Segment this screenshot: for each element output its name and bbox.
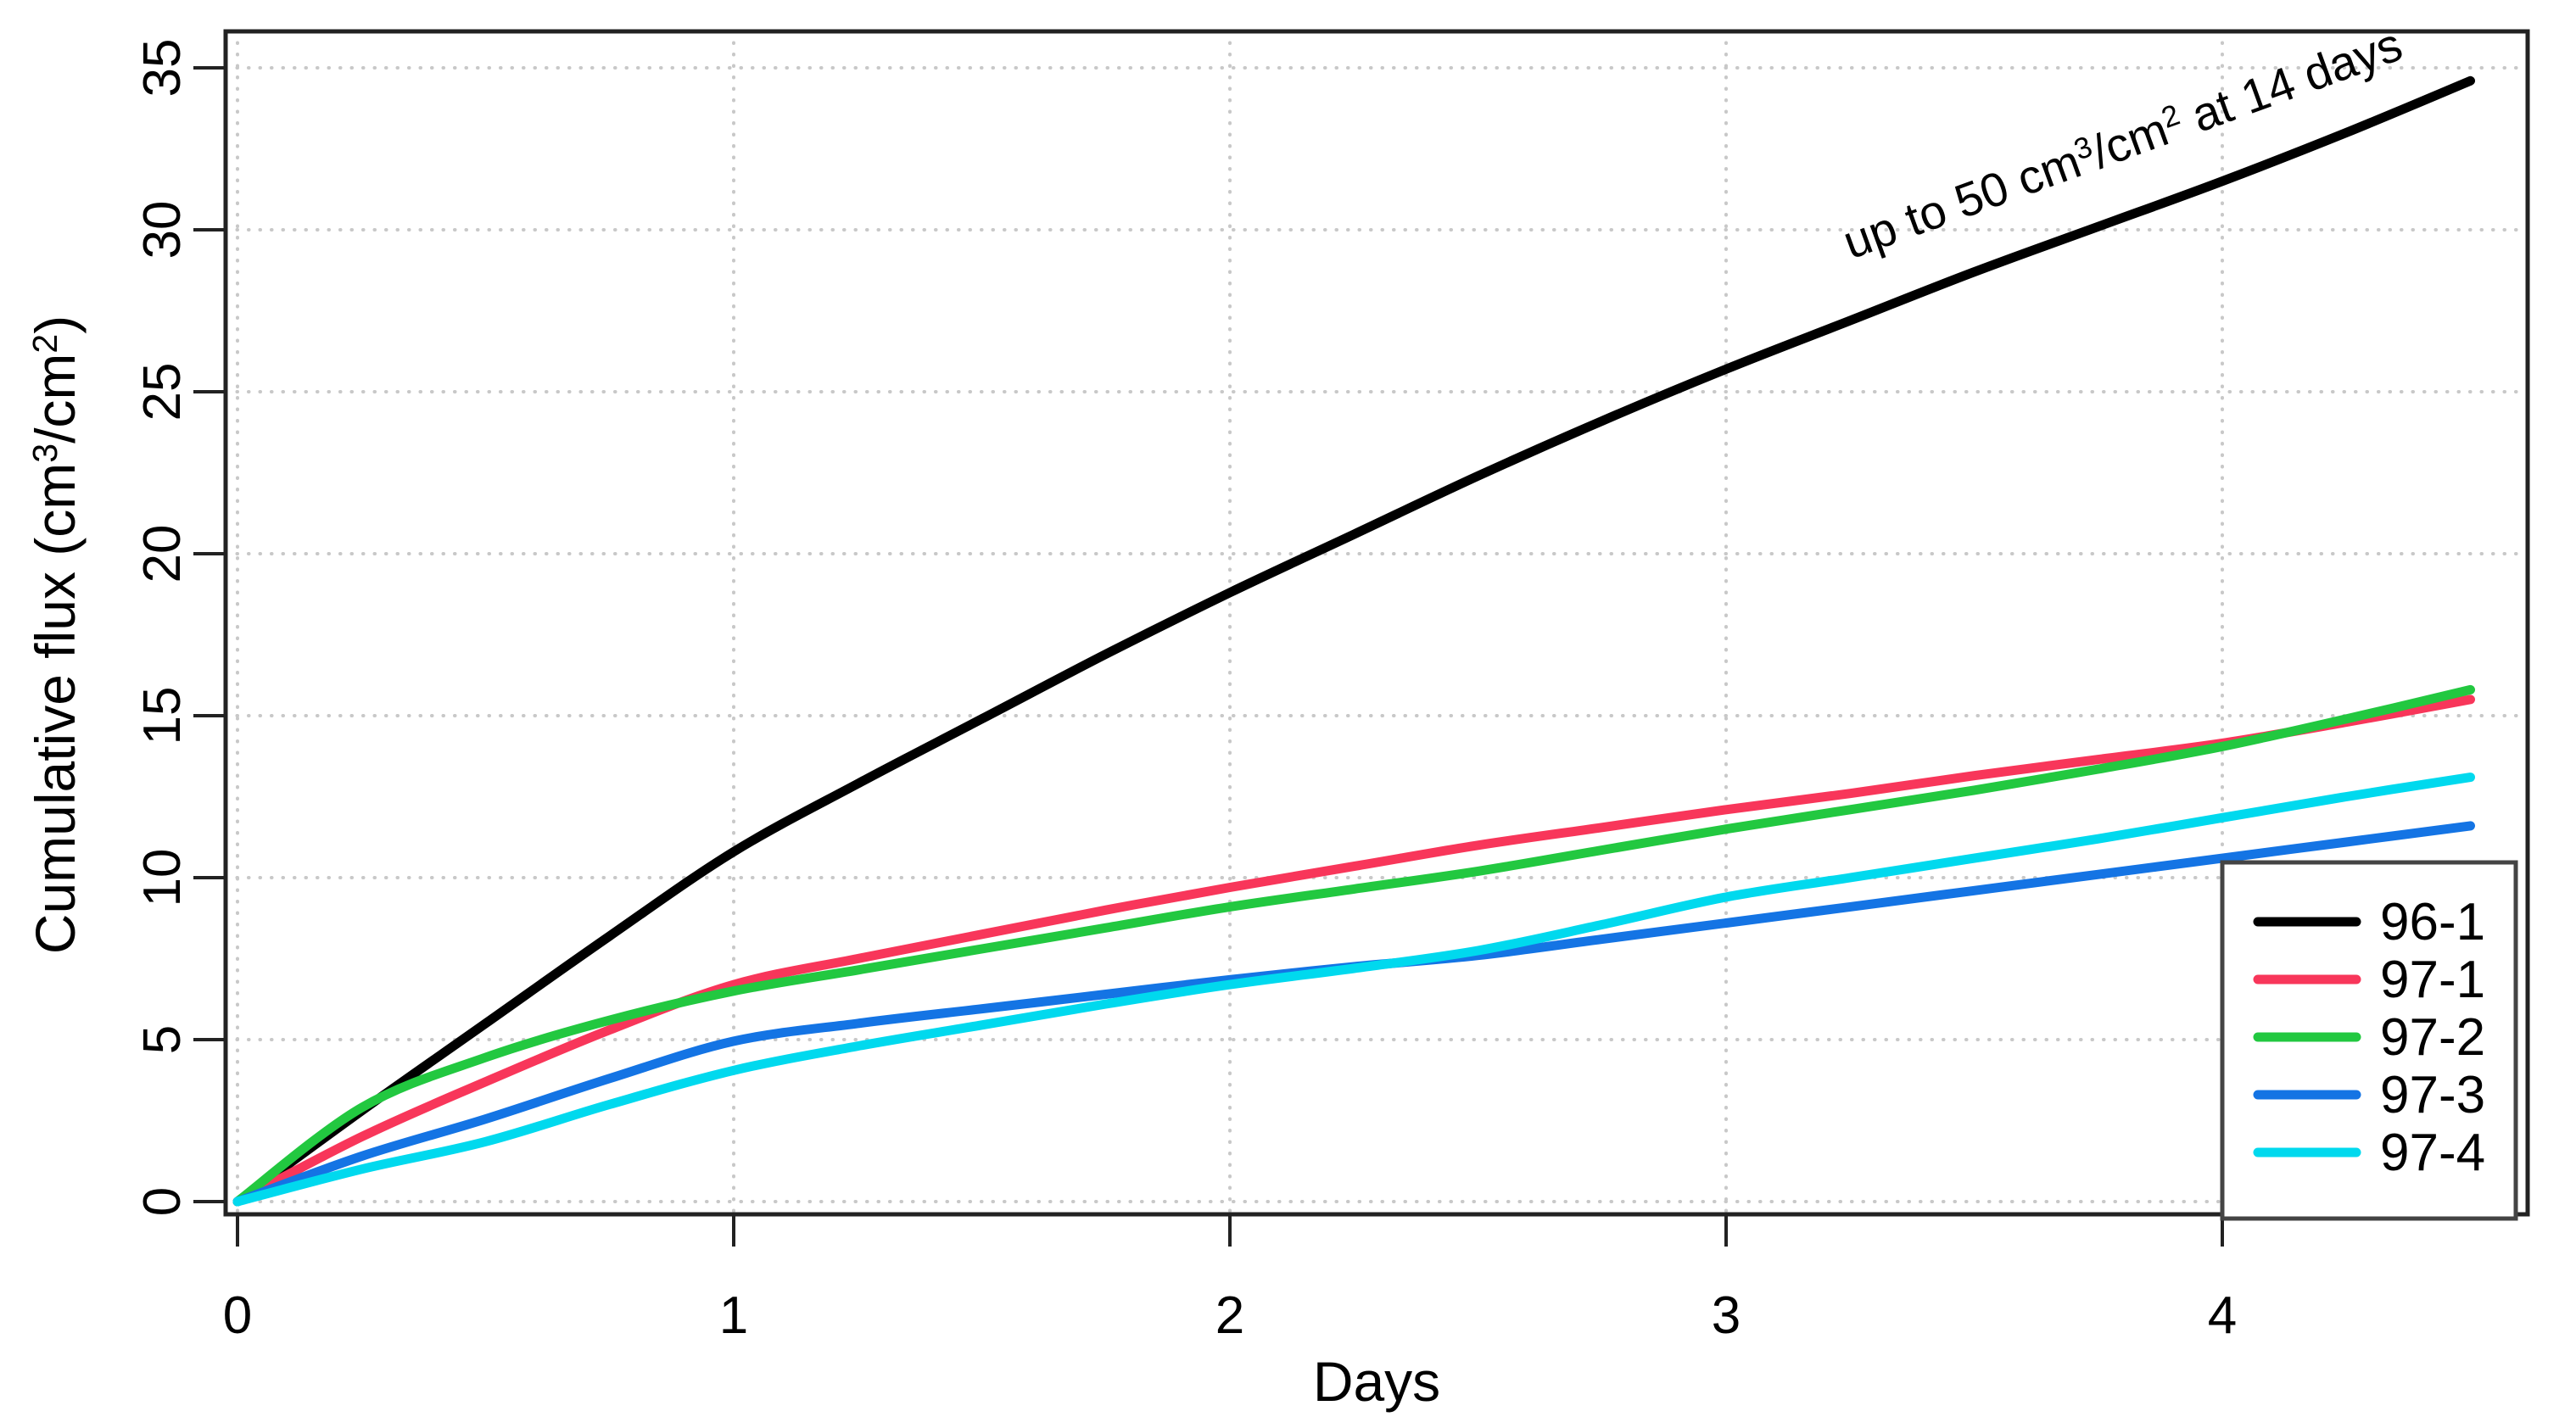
legend-label: 96-1 (2380, 893, 2485, 951)
x-axis-title: Days (1313, 1350, 1440, 1413)
y-tick-label: 25 (133, 363, 192, 421)
legend-label: 97-2 (2380, 1008, 2485, 1067)
y-tick-label: 20 (133, 525, 192, 583)
series-line-97-1 (232, 694, 2475, 1207)
series-line-97-3 (232, 821, 2475, 1207)
axis-layer: 0 1 2 3 4 0 5 10 15 20 25 30 35 Cumulative flux (cm3/… (24, 29, 2530, 1345)
y-axis-title: Cumulative flux (cm3/cm2) (24, 315, 87, 954)
series-line-97-2 (232, 684, 2475, 1207)
x-tick-label: 3 (1712, 1286, 1741, 1345)
y-tick-label: 15 (133, 687, 192, 745)
series-line-96-1 (232, 75, 2475, 1207)
legend-layer: 96-197-197-297-397-4 (2220, 860, 2518, 1221)
series-layer (232, 75, 2475, 1207)
legend-label: 97-4 (2380, 1124, 2485, 1182)
y-tick-label: 30 (133, 201, 192, 259)
x-tick-label: 0 (223, 1286, 252, 1345)
y-tick-label: 5 (133, 1025, 192, 1054)
plot-border (223, 29, 2530, 1217)
legend-label: 97-3 (2380, 1066, 2485, 1124)
y-tick-label: 35 (133, 39, 192, 98)
y-tick-label: 0 (133, 1187, 192, 1216)
series-line-97-4 (232, 773, 2475, 1207)
x-tick-label: 1 (719, 1286, 748, 1345)
x-tick-label: 4 (2208, 1286, 2237, 1345)
legend-label: 97-1 (2380, 951, 2485, 1009)
y-tick-label: 10 (133, 849, 192, 907)
grid-layer (224, 30, 2529, 1216)
x-tick-label: 2 (1215, 1286, 1244, 1345)
